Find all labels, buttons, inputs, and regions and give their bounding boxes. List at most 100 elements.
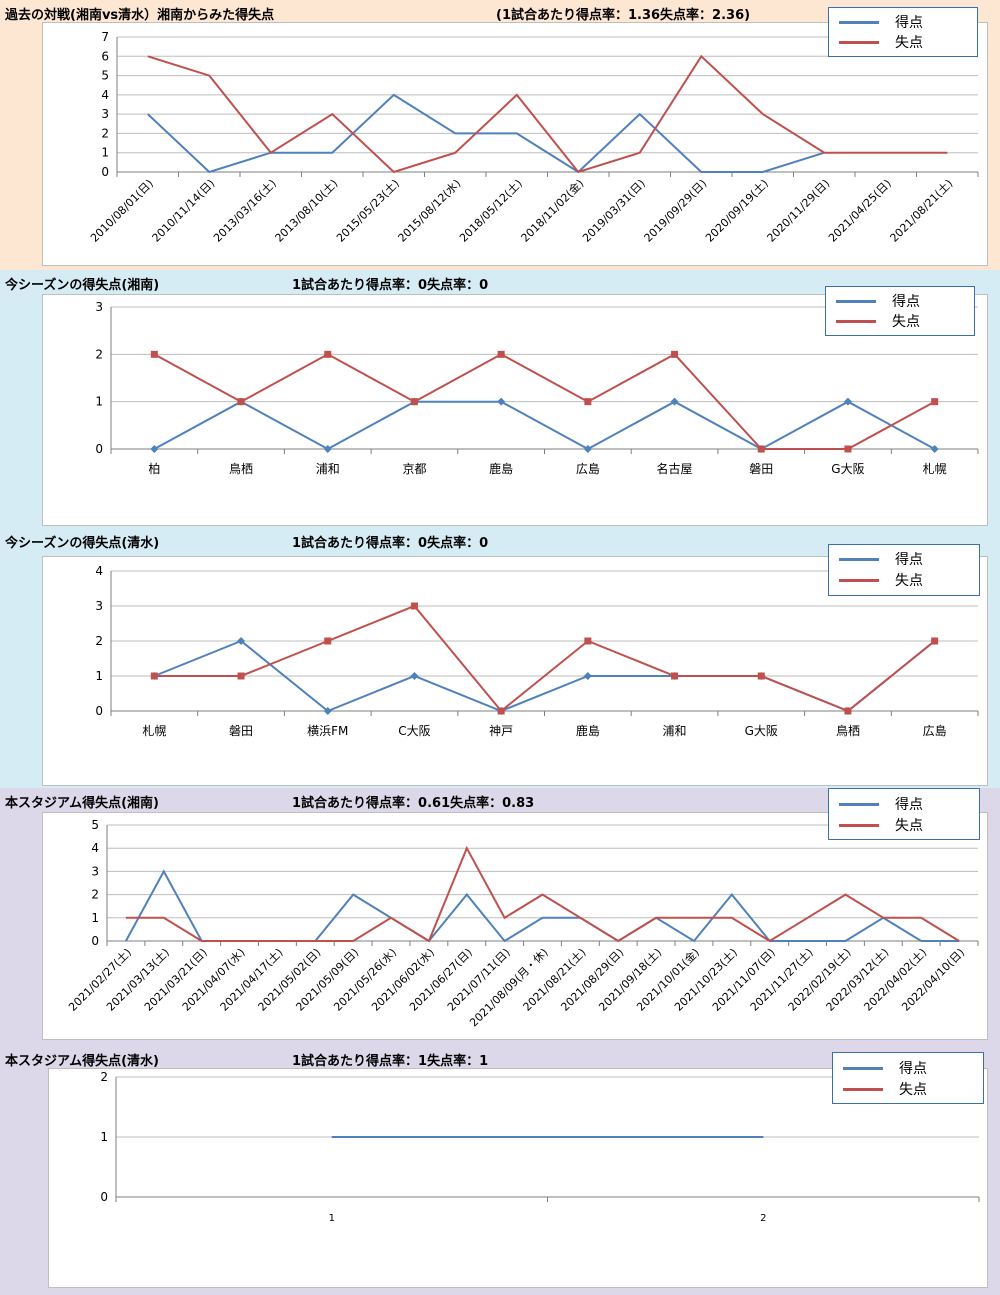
legend-label: 失点 [892, 314, 920, 330]
section-rate: 1試合あたり得点率：0.61失点率：0.83 [292, 796, 535, 811]
x-tick-label: 2 [760, 1213, 766, 1224]
x-tick-label: 2010/08/01(日) [88, 177, 156, 245]
legend-swatch-concede [836, 319, 876, 323]
section-season-shimizu: 今シーズンの得失点(清水) 1試合あたり得点率：0失点率：0 0 1 2 3 4 札幌 磐田… [0, 528, 1000, 788]
data-point-concede [497, 707, 505, 715]
data-point-score [670, 397, 679, 406]
legend-label: 得点 [895, 15, 923, 31]
data-point-score [237, 637, 246, 645]
y-tick-label: 4 [95, 564, 103, 578]
chart-box: 0 1 2 3 4 5 6 7 2010/08/01(日) 2010/11/14(日) 2013/0… [42, 22, 988, 266]
y-tick-label: 4 [91, 841, 99, 855]
x-tick-label: 広島 [576, 461, 600, 476]
chart-season-shimizu: 0 1 2 3 4 札幌 磐田 横浜FM C大阪 神戸 鹿島 浦和 G大阪 鳥栖 広島 [95, 564, 979, 738]
x-tick-label: 京都 [402, 462, 426, 476]
x-tick-label: G大阪 [831, 462, 864, 476]
y-tick-label: 0 [91, 934, 99, 948]
x-tick-label: 1 [329, 1213, 335, 1224]
x-tick-label: 2021/08/21(土) [888, 177, 956, 245]
series-line-score [125, 869, 960, 943]
x-tick-label: 鳥栖 [229, 461, 253, 476]
x-tick-label: 鳥栖 [836, 723, 860, 738]
chart-box: 0 1 2 3 4 5 2021/02/27(土) 2021/03/13(土) 2021/03/… [42, 812, 988, 1040]
chart-box: 0 1 2 1 2 [48, 1068, 988, 1288]
series-line-concede [153, 353, 936, 450]
section-rate: (1試合あたり得点率：1.36失点率：2.36) [496, 8, 751, 23]
y-tick-label: 2 [95, 634, 103, 648]
series-line-score [153, 400, 936, 451]
x-tick-label: 磐田 [749, 462, 773, 476]
section-rate: 1試合あたり得点率：1失点率：1 [292, 1054, 489, 1069]
data-point-concede [150, 350, 158, 358]
x-tick-label: 鹿島 [576, 723, 600, 738]
y-tick-label: 1 [101, 146, 109, 160]
data-point-concede [931, 637, 939, 645]
y-tick-label: 2 [91, 888, 99, 902]
data-point-score [583, 672, 592, 680]
data-point-concede [757, 672, 765, 680]
data-point-concede [671, 350, 679, 358]
y-tick-label: 2 [100, 1070, 108, 1084]
x-tick-label: 2020/09/19(土) [703, 177, 771, 245]
chart-legend: 得点 失点 [832, 1052, 984, 1104]
legend-label: 失点 [895, 573, 923, 589]
data-point-concede [150, 672, 158, 680]
y-tick-label: 3 [95, 599, 103, 613]
legend-swatch-concede [839, 823, 879, 827]
y-tick-label: 5 [91, 818, 99, 832]
legend-label: 失点 [899, 1082, 927, 1098]
series-line-concede [125, 845, 960, 943]
x-tick-label: 横浜FM [307, 724, 348, 738]
data-point-concede [584, 637, 592, 645]
x-tick-label: 2010/11/14(日) [150, 177, 218, 245]
legend-swatch-score [839, 802, 879, 806]
legend-item-concede: 失点 [839, 570, 923, 590]
x-tick-label: 2020/11/29(日) [765, 177, 833, 245]
legend-item-concede: 失点 [839, 815, 923, 835]
legend-swatch-concede [839, 578, 879, 582]
y-tick-label: 2 [95, 347, 103, 361]
y-tick-label: 0 [95, 442, 103, 456]
x-tick-label: 神戸 [489, 724, 513, 738]
chart-legend: 得点 失点 [828, 7, 978, 57]
legend-item-score: 得点 [839, 794, 923, 814]
section-title: 今シーズンの得失点(湘南) [5, 278, 160, 293]
section-title: 過去の対戦(湘南vs清水）湘南からみた得失点 [5, 8, 275, 23]
y-tick-label: 0 [100, 1190, 108, 1204]
chart-legend: 得点 失点 [828, 788, 980, 840]
x-tick-label: 2013/08/10(土) [273, 177, 341, 245]
data-point-score [843, 397, 852, 406]
y-tick-label: 1 [95, 669, 103, 683]
y-tick-label: 7 [101, 30, 109, 44]
y-tick-label: 5 [101, 69, 109, 83]
legend-item-score: 得点 [839, 12, 923, 32]
y-tick-label: 3 [101, 107, 109, 121]
legend-item-concede: 失点 [839, 32, 923, 52]
chart-stadium-shonan: 0123452021/02/27(土)2021/03/13(土)2021/03/… [66, 818, 979, 1029]
legend-label: 得点 [895, 552, 923, 568]
data-point-concede [324, 350, 332, 358]
data-point-score [410, 672, 419, 680]
section-stadium-shonan: 本スタジアム得失点(湘南) 1試合あたり得点率：0.61失点率：0.83 0 1 2… [0, 788, 1000, 1046]
legend-swatch-score [843, 1066, 883, 1070]
legend-label: 失点 [895, 35, 923, 51]
section-title: 今シーズンの得失点(清水) [5, 536, 160, 551]
legend-swatch-score [836, 299, 876, 303]
x-tick-label: 2013/03/16(土) [211, 177, 279, 245]
x-tick-label: 柏 [148, 461, 160, 476]
legend-swatch-concede [839, 40, 879, 44]
y-tick-label: 3 [95, 300, 103, 314]
section-rate: 1試合あたり得点率：0失点率：0 [292, 278, 489, 293]
data-point-concede [844, 707, 852, 715]
data-point-score [497, 397, 506, 406]
data-point-concede [844, 445, 852, 453]
legend-swatch-score [839, 557, 879, 561]
data-point-concede [237, 398, 245, 406]
series-line-score [147, 93, 825, 174]
legend-label: 得点 [899, 1061, 927, 1077]
x-tick-label: 2021/04/25(日) [826, 177, 894, 245]
section-season-shonan: 今シーズンの得失点(湘南) 1試合あたり得点率：0失点率：0 0 1 2 3 柏 鳥栖 浦和… [0, 270, 1000, 528]
legend-swatch-score [839, 20, 879, 24]
x-tick-label: 2019/09/29(日) [642, 177, 710, 245]
data-point-score [930, 445, 939, 453]
